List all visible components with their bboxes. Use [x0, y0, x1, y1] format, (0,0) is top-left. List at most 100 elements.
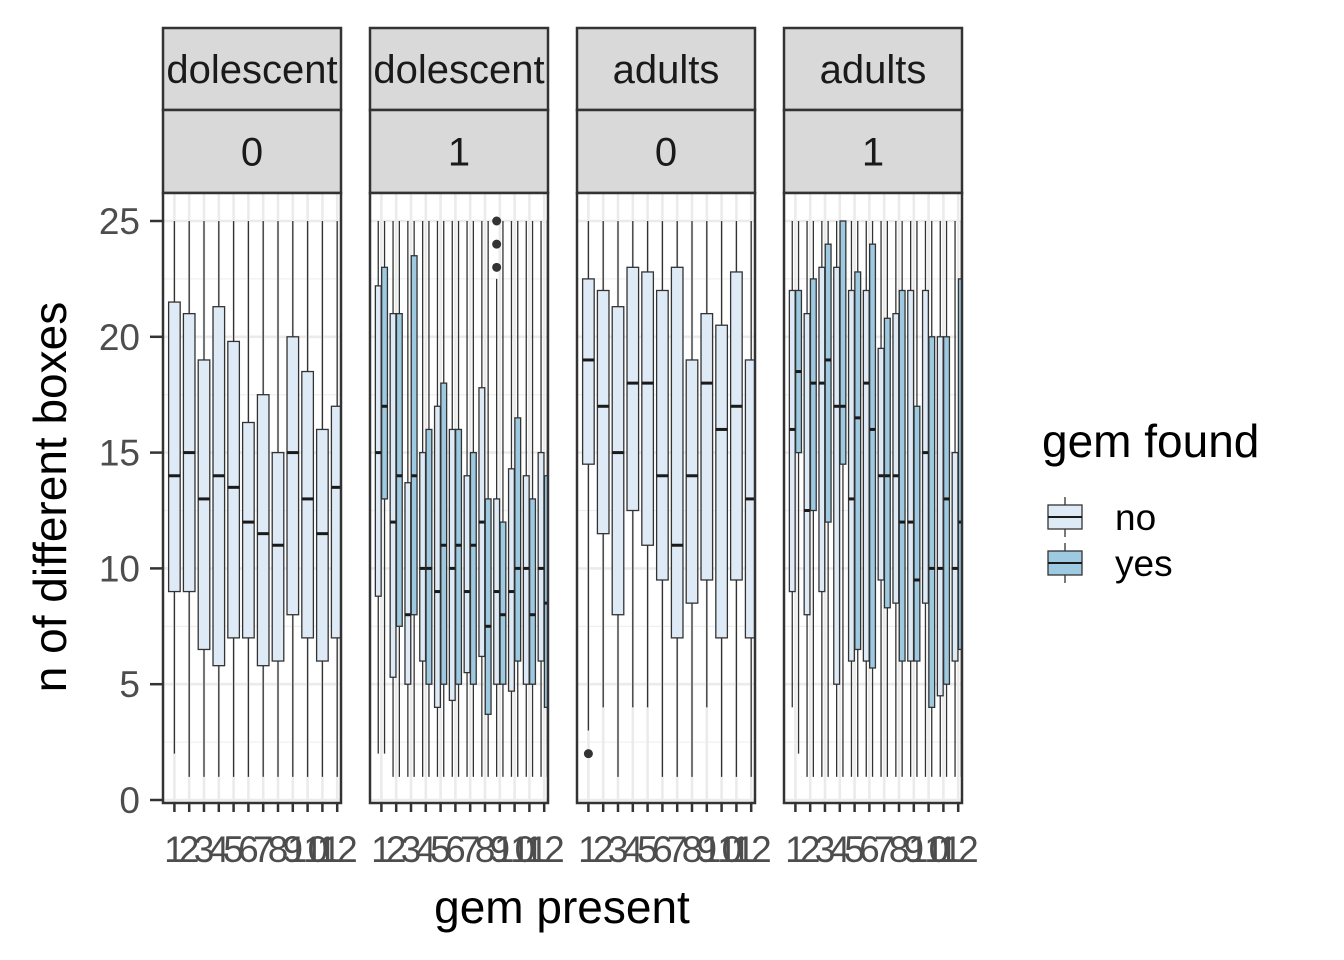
x-tick-label: 12	[938, 829, 979, 870]
box-body	[507, 468, 515, 692]
box-yes	[410, 221, 418, 777]
box-body	[381, 266, 389, 500]
box-body	[877, 347, 885, 581]
x-tick-label: 8	[682, 829, 703, 870]
box-no	[744, 221, 755, 777]
x-tick-label: 5	[844, 829, 865, 870]
outlier-point	[492, 239, 502, 249]
box-yes	[499, 221, 507, 777]
box-body	[913, 405, 921, 662]
box-no	[448, 221, 456, 777]
box-no	[286, 221, 300, 777]
y-tick-label: 0	[119, 780, 140, 821]
box-body	[729, 271, 743, 581]
x-tick-label: 2	[593, 829, 614, 870]
facet-strip-bottom-label: 0	[241, 131, 263, 175]
box-no	[685, 221, 699, 777]
panel-border	[782, 191, 964, 805]
x-tick-label: 12	[524, 829, 565, 870]
box-yes	[854, 221, 862, 777]
x-tick-label: 9	[490, 829, 511, 870]
legend-item-label: no	[1115, 497, 1156, 538]
box-layer	[788, 220, 962, 777]
box-body	[847, 289, 855, 662]
facet-strip-top	[575, 26, 757, 112]
box-body	[425, 428, 433, 685]
legend-items: no yes	[1047, 497, 1173, 584]
box-no	[492, 216, 502, 777]
box-no	[729, 221, 743, 777]
x-tick-label: 5	[637, 829, 658, 870]
box-body	[943, 336, 951, 685]
x-tick-label: 3	[401, 829, 422, 870]
panels-layer: dolescent0123456789101112dolescent112345…	[161, 26, 979, 870]
box-body	[788, 289, 796, 593]
box-layer	[581, 221, 755, 777]
box-no	[581, 221, 595, 759]
x-tick-label: 7	[667, 829, 688, 870]
box-no	[301, 221, 315, 777]
box-no	[167, 221, 181, 754]
box-yes	[913, 221, 921, 777]
x-tick-label: 1	[578, 829, 599, 870]
y-tick-label: 15	[99, 433, 140, 474]
x-tick-label: 7	[253, 829, 274, 870]
box-yes	[809, 221, 817, 777]
facet-strip-top-label: adults	[613, 48, 720, 92]
box-yes	[484, 221, 492, 777]
box-no	[478, 221, 486, 777]
box-body	[522, 475, 530, 685]
y-axis-title: n of different boxes	[24, 302, 76, 692]
legend-item-yes: yes	[1047, 543, 1173, 584]
x-tick-label: 6	[238, 829, 259, 870]
box-body	[440, 382, 448, 685]
legend: gem found no yes	[1042, 415, 1259, 584]
box-body	[301, 370, 315, 639]
box-body	[839, 220, 847, 465]
box-yes	[381, 221, 389, 754]
box-body	[315, 428, 329, 662]
x-tick-label: 9	[697, 829, 718, 870]
box-body	[898, 289, 906, 662]
x-tick-label: 8	[475, 829, 496, 870]
x-tick-label: 3	[815, 829, 836, 870]
outlier-point	[583, 749, 593, 759]
panel-border	[161, 191, 343, 805]
box-body	[928, 336, 936, 709]
box-body	[469, 451, 477, 685]
box-body	[448, 428, 456, 702]
x-tick-label: 2	[386, 829, 407, 870]
x-tick-label: 4	[209, 829, 230, 870]
box-body	[854, 271, 862, 651]
outlier-point	[492, 216, 502, 226]
box-body	[330, 405, 341, 639]
box-body	[167, 301, 181, 593]
box-yes	[824, 221, 832, 777]
facet-strip-top	[368, 26, 550, 112]
facet-strip-bottom	[368, 108, 550, 195]
box-body	[410, 255, 418, 616]
box-yes	[440, 221, 448, 777]
box-body	[463, 475, 471, 674]
box-body	[670, 266, 684, 639]
box-no	[596, 221, 610, 708]
box-yes	[883, 221, 891, 777]
box-body	[809, 278, 817, 512]
box-yes	[529, 221, 537, 777]
y-tick-label: 10	[99, 548, 140, 589]
x-tick-label: 4	[416, 829, 437, 870]
box-body	[404, 482, 412, 685]
facet-strip-top	[161, 26, 343, 112]
box-body	[655, 289, 669, 581]
facet-strip-bottom-label: 1	[448, 131, 470, 175]
y-tick-label: 5	[119, 664, 140, 705]
facet-strip-bottom-label: 1	[862, 131, 884, 175]
box-body	[395, 312, 403, 627]
box-yes	[928, 221, 936, 777]
legend-item-no: no	[1047, 497, 1156, 538]
panel-border	[575, 191, 757, 805]
box-body	[197, 359, 211, 651]
